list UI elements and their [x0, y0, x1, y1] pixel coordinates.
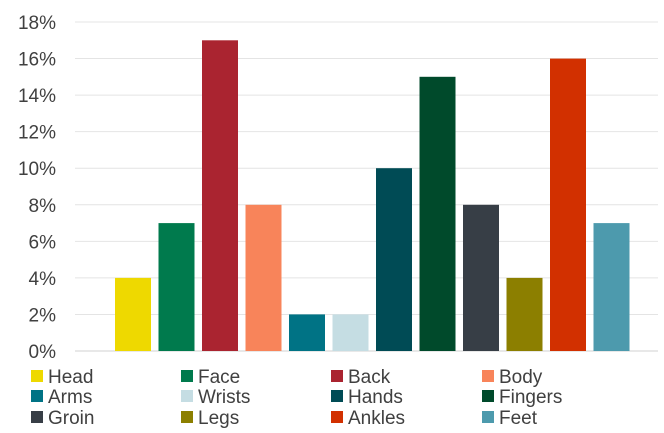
legend-label-face: Face	[198, 367, 240, 388]
legend-swatch-fingers	[482, 390, 494, 402]
legend-label-back: Back	[348, 367, 391, 388]
legend-label-legs: Legs	[198, 408, 239, 428]
y-tick-label: 12%	[18, 123, 56, 144]
y-tick-label: 6%	[29, 232, 57, 253]
legend-label-body: Body	[499, 367, 543, 388]
bar-fingers	[419, 76, 456, 352]
bar-ankles	[550, 58, 586, 351]
legend-swatch-legs	[181, 411, 193, 423]
bar-face	[158, 223, 195, 351]
legend-swatch-body	[482, 370, 494, 382]
legend-label-head: Head	[48, 367, 93, 388]
legend-label-wrists: Wrists	[198, 387, 250, 408]
legend-swatch-hands	[331, 390, 343, 402]
bar-legs	[506, 277, 543, 351]
y-tick-label: 16%	[18, 50, 56, 71]
bar-body	[245, 204, 282, 351]
legend: Head Face Back Body Arms Wrists Hands Fingers Gr…	[31, 367, 562, 429]
legend-swatch-face	[181, 370, 193, 382]
bar-feet	[593, 223, 630, 351]
y-tick-label: 10%	[18, 159, 56, 180]
bar-head	[115, 277, 151, 351]
legend-label-fingers: Fingers	[499, 387, 562, 408]
y-axis-ticks: 0% 2% 4% 6% 8% 10% 12% 14% 16% 18%	[18, 13, 56, 363]
y-tick-label: 0%	[29, 342, 57, 363]
legend-label-ankles: Ankles	[348, 408, 405, 428]
bars	[115, 40, 630, 352]
legend-label-groin: Groin	[48, 408, 94, 428]
legend-swatch-ankles	[331, 411, 343, 423]
legend-label-arms: Arms	[48, 387, 92, 408]
legend-swatch-back	[331, 370, 343, 382]
legend-swatch-arms	[31, 390, 43, 402]
y-tick-label: 8%	[29, 196, 57, 217]
bar-arms	[289, 314, 325, 351]
legend-swatch-groin	[31, 411, 43, 423]
legend-swatch-feet	[482, 411, 494, 423]
bar-wrists	[332, 314, 369, 351]
legend-swatch-head	[31, 370, 43, 382]
y-tick-label: 18%	[18, 13, 56, 34]
legend-label-hands: Hands	[348, 387, 403, 408]
y-tick-label: 14%	[18, 86, 56, 107]
bar-hands	[376, 168, 412, 351]
bar-groin	[463, 204, 499, 351]
legend-label-feet: Feet	[499, 408, 538, 428]
bar-back	[202, 40, 238, 352]
y-tick-label: 4%	[29, 269, 57, 290]
legend-swatch-wrists	[181, 390, 193, 402]
y-tick-label: 2%	[29, 305, 57, 326]
